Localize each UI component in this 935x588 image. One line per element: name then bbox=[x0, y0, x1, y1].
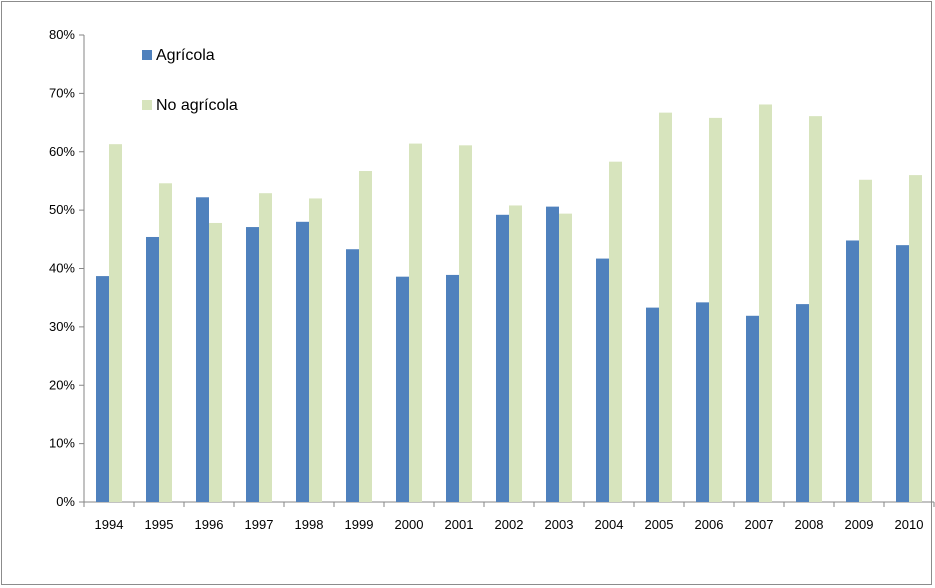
x-tick-label: 1998 bbox=[295, 517, 324, 532]
bar-no-agricola-2001 bbox=[459, 145, 472, 503]
bar-agricola-1997 bbox=[246, 227, 259, 502]
bar-no-agricola-1999 bbox=[359, 171, 372, 503]
bar-no-agricola-2008 bbox=[809, 116, 822, 503]
bar-no-agricola-1997 bbox=[259, 193, 272, 503]
bar-agricola-2005 bbox=[646, 307, 659, 502]
bar-agricola-1999 bbox=[346, 249, 359, 502]
x-tick-label: 2006 bbox=[695, 517, 724, 532]
x-tick-label: 2007 bbox=[745, 517, 774, 532]
x-tick-label: 1997 bbox=[245, 517, 274, 532]
legend-swatch-no-agricola bbox=[142, 100, 152, 110]
y-tick-label: 0% bbox=[56, 494, 75, 509]
bar-agricola-2002 bbox=[496, 214, 509, 503]
x-tick-label: 1994 bbox=[95, 517, 124, 532]
bar-no-agricola-2010 bbox=[909, 175, 922, 502]
bar-no-agricola-2006 bbox=[709, 117, 722, 502]
bar-no-agricola-1994 bbox=[109, 144, 122, 502]
x-tick-label: 2003 bbox=[545, 517, 574, 532]
bar-no-agricola-2003 bbox=[559, 213, 572, 502]
y-tick-label: 20% bbox=[49, 377, 75, 392]
bar-agricola-2001 bbox=[446, 274, 459, 502]
bar-agricola-2009 bbox=[846, 240, 859, 503]
x-tick-label: 2001 bbox=[445, 517, 474, 532]
bar-agricola-1998 bbox=[296, 221, 309, 503]
bar-agricola-2003 bbox=[546, 206, 559, 502]
legend-label-no-agricola: No agrícola bbox=[156, 97, 238, 114]
bar-no-agricola-2002 bbox=[509, 205, 522, 502]
bar-no-agricola-1996 bbox=[209, 222, 222, 502]
bar-no-agricola-2007 bbox=[759, 104, 772, 502]
bar-no-agricola-1998 bbox=[309, 198, 322, 502]
bar-no-agricola-2005 bbox=[659, 112, 672, 503]
x-tick-label: 2009 bbox=[845, 517, 874, 532]
x-tick-label: 2004 bbox=[595, 517, 624, 532]
x-tick-label: 2005 bbox=[645, 517, 674, 532]
bar-agricola-2004 bbox=[596, 258, 609, 502]
y-tick-label: 10% bbox=[49, 436, 75, 451]
bar-agricola-2007 bbox=[746, 315, 759, 502]
x-tick-label: 1995 bbox=[145, 517, 174, 532]
bar-agricola-2000 bbox=[396, 276, 409, 502]
x-tick-label: 2002 bbox=[495, 517, 524, 532]
legend-swatch-agricola bbox=[142, 50, 152, 60]
y-tick-label: 30% bbox=[49, 319, 75, 334]
bar-agricola-1996 bbox=[196, 197, 209, 502]
bars bbox=[96, 104, 922, 503]
y-tick-label: 60% bbox=[49, 144, 75, 159]
bar-agricola-2006 bbox=[696, 302, 709, 502]
x-tick-label: 2008 bbox=[795, 517, 824, 532]
bar-agricola-1995 bbox=[146, 236, 159, 503]
bar-no-agricola-2009 bbox=[859, 179, 872, 502]
y-tick-label: 70% bbox=[49, 85, 75, 100]
bar-agricola-1994 bbox=[96, 276, 109, 502]
x-tick-label: 1999 bbox=[345, 517, 374, 532]
bar-agricola-2010 bbox=[896, 245, 909, 502]
y-tick-label: 80% bbox=[49, 27, 75, 42]
x-tick-label: 2000 bbox=[395, 517, 424, 532]
bar-agricola-2008 bbox=[796, 304, 809, 502]
x-tick-label: 2010 bbox=[895, 517, 924, 532]
y-tick-label: 40% bbox=[49, 261, 75, 276]
tick-labels: 0% 10% 20% 30% 40% 50% 60% 70% 80% 1994 1995 1996 19… bbox=[49, 27, 923, 532]
legend: Agrícola No agrícola bbox=[142, 47, 238, 114]
bar-no-agricola-1995 bbox=[159, 183, 172, 502]
bar-no-agricola-2000 bbox=[409, 143, 422, 502]
x-tick-label: 1996 bbox=[195, 517, 224, 532]
y-tick-label: 50% bbox=[49, 202, 75, 217]
bar-no-agricola-2004 bbox=[609, 161, 622, 502]
legend-label-agricola: Agrícola bbox=[156, 47, 215, 64]
